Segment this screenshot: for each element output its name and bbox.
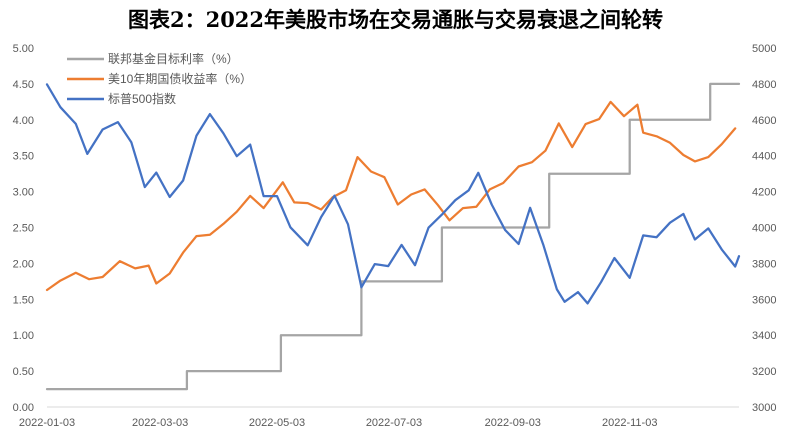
- x-tick-label: 2022-07-03: [366, 417, 422, 429]
- us10y-yield-line: [45, 100, 737, 292]
- legend-label: 美10年期国债收益率（%）: [108, 71, 252, 86]
- left-tick-label: 1.00: [13, 330, 34, 342]
- left-tick-label: 3.50: [13, 151, 34, 163]
- series-layer: [45, 82, 741, 391]
- legend-label: 标普500指数: [108, 91, 176, 106]
- left-tick-label: 2.50: [13, 223, 34, 235]
- right-tick-label: 4400: [752, 151, 776, 163]
- legend-entry-sp500: 标普500指数: [67, 91, 176, 106]
- right-tick-label: 3800: [752, 258, 776, 270]
- right-tick-label: 4200: [752, 187, 776, 199]
- left-tick-label: 0.50: [13, 366, 34, 378]
- left-tick-label: 0.00: [13, 402, 34, 414]
- x-tick-label: 2022-11-03: [602, 417, 657, 429]
- x-axis: 2022-01-03 2022-03-03 2022-05-03 2022-07-03…: [19, 417, 658, 429]
- x-tick-label: 2022-01-03: [19, 417, 75, 429]
- right-tick-label: 3400: [752, 330, 776, 342]
- plot-area: [45, 82, 741, 408]
- left-tick-label: 4.00: [13, 115, 34, 127]
- left-tick-label: 5.00: [13, 43, 34, 55]
- right-tick-label: 3600: [752, 294, 776, 306]
- legend-label: 联邦基金目标利率（%）: [108, 51, 239, 66]
- legend-entry-fed-funds: 联邦基金目标利率（%）: [67, 51, 239, 66]
- right-tick-label: 4000: [752, 223, 776, 235]
- left-tick-label: 3.00: [13, 187, 34, 199]
- x-tick-label: 2022-03-03: [132, 417, 188, 429]
- right-tick-label: 4800: [752, 79, 776, 91]
- right-tick-label: 4600: [752, 115, 776, 127]
- legend: 联邦基金目标利率（%） 美10年期国债收益率（%） 标普500指数: [67, 51, 252, 106]
- right-tick-label: 5000: [752, 43, 776, 55]
- chart-title: 图表2：2022年美股市场在交易通胀与交易衰退之间轮转: [128, 7, 663, 32]
- right-tick-label: 3000: [752, 402, 776, 414]
- left-tick-label: 1.50: [13, 294, 34, 306]
- sp500-line: [45, 83, 741, 305]
- left-tick-label: 4.50: [13, 79, 34, 91]
- x-tick-label: 2022-09-03: [485, 417, 541, 429]
- right-tick-label: 3200: [752, 366, 776, 378]
- x-tick-label: 2022-05-03: [249, 417, 305, 429]
- legend-entry-us10y: 美10年期国债收益率（%）: [67, 71, 252, 86]
- right-axis: 3000 3200 3400 3600 3800 4000 4200 4400 4600 4800…: [752, 43, 776, 414]
- fed-funds-rate-line: [45, 82, 741, 391]
- left-tick-label: 2.00: [13, 258, 34, 270]
- left-axis: 0.00 0.50 1.00 1.50 2.00 2.50 3.00 3.50 4.00 4.50…: [13, 43, 34, 414]
